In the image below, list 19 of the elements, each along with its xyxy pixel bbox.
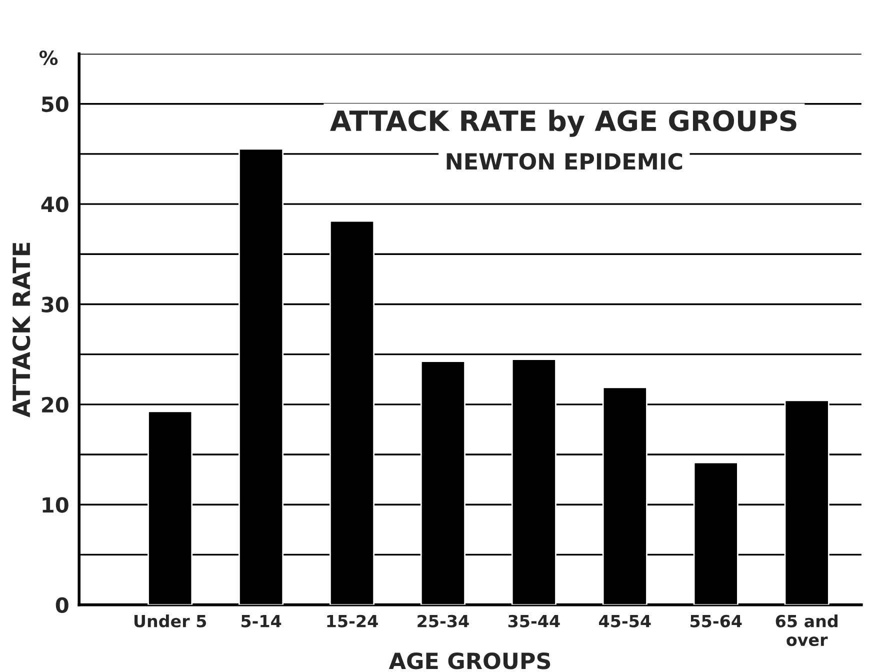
- x-tick-label: Under 5: [134, 614, 206, 628]
- x-tick-label: 5-14: [241, 615, 282, 628]
- x-tick-label: 25-34: [418, 614, 469, 628]
- x-tick-label: 15-24: [327, 614, 378, 628]
- x-tick-label: 45-54: [599, 615, 651, 628]
- y-tick-label: 10: [42, 497, 68, 513]
- y-tick-label: 30: [42, 296, 68, 312]
- text: ATTACK RATE by AGE GROUPS: [330, 110, 796, 137]
- x-tick-label: 35-44: [508, 614, 560, 628]
- y-tick-label: 40: [41, 196, 68, 212]
- text: NEWTON EPIDEMIC: [446, 152, 682, 170]
- x-tick-label: 65 and over: [776, 614, 838, 646]
- x-tick-label: 55-64: [690, 614, 742, 628]
- x-axis-title: AGE GROUPS: [388, 652, 550, 670]
- y-axis-title: ATTACK RATE: [12, 242, 30, 418]
- y-tick-label: 20: [42, 396, 68, 413]
- y-tick-label: 0: [56, 597, 68, 614]
- y-tick-label: 50: [42, 96, 68, 112]
- text: %: [39, 50, 58, 66]
